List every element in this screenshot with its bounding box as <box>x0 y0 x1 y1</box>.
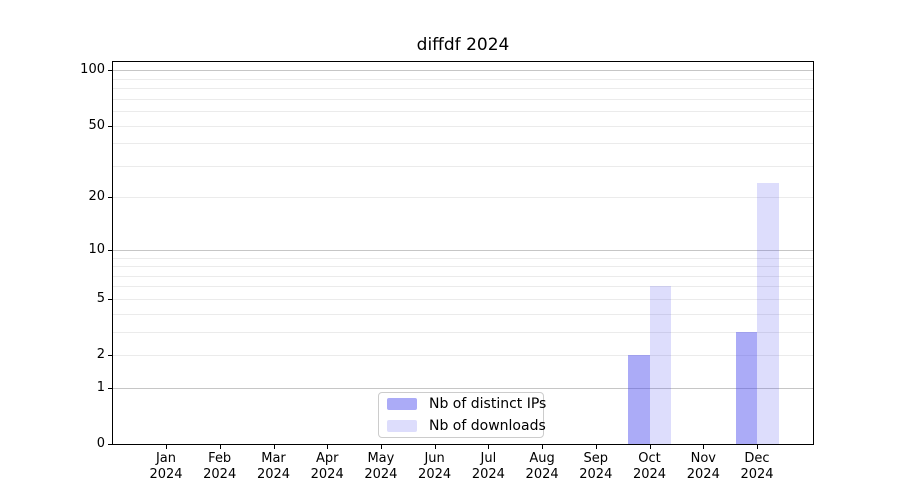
gridline-minor <box>113 125 813 127</box>
gridline-minor <box>113 111 813 112</box>
legend-row-downloads: Nb of downloads <box>387 418 546 434</box>
x-tick <box>219 445 221 449</box>
x-tick-label: Oct 2024 <box>632 451 667 482</box>
gridline-minor <box>113 257 813 259</box>
x-tick <box>166 445 167 449</box>
bar-downloads <box>757 183 779 444</box>
x-tick <box>380 445 382 449</box>
x-tick <box>542 445 544 449</box>
gridline-minor <box>113 355 813 356</box>
x-tick-label: Jan 2024 <box>149 451 183 482</box>
y-tick <box>108 249 113 251</box>
gridline-minor <box>113 143 813 145</box>
bar-distinct-ips <box>735 331 757 444</box>
x-tick-label: Feb 2024 <box>203 451 237 482</box>
x-tick-label: Nov 2024 <box>686 451 720 482</box>
gridline-minor <box>113 331 813 333</box>
x-tick-label: Jun 2024 <box>418 451 452 482</box>
gridline-minor <box>113 197 813 199</box>
x-tick-label: Dec 2024 <box>740 451 774 482</box>
y-tick <box>108 125 113 127</box>
gridline-minor <box>113 78 813 80</box>
legend-label-downloads: Nb of downloads <box>429 418 546 434</box>
gridline-minor <box>113 298 813 300</box>
gridline-minor <box>113 98 813 100</box>
y-tick-label: 10 <box>88 241 105 257</box>
gridline-major <box>113 249 813 251</box>
x-tick <box>488 445 490 449</box>
gridline-major <box>113 70 813 72</box>
x-tick <box>327 445 329 449</box>
gridline-major <box>113 387 813 389</box>
x-tick-label: Jul 2024 <box>471 451 505 482</box>
y-tick <box>108 444 113 445</box>
legend-swatch-downloads <box>387 420 417 432</box>
y-tick <box>108 355 113 356</box>
y-tick-label: 5 <box>96 290 105 306</box>
x-tick-label: Mar 2024 <box>256 451 291 482</box>
x-tick <box>703 445 705 449</box>
gridline-minor <box>113 313 813 315</box>
legend-label-distinct-ips: Nb of distinct IPs <box>429 396 547 412</box>
plot-area <box>113 61 813 444</box>
x-tick <box>757 445 758 449</box>
bar-downloads <box>649 286 671 444</box>
x-tick-label: May 2024 <box>364 451 398 482</box>
gridline-minor <box>113 286 813 288</box>
x-tick-label: Aug 2024 <box>525 451 559 482</box>
y-tick <box>108 70 113 72</box>
x-tick-label: Apr 2024 <box>310 451 344 482</box>
legend-row-distinct-ips: Nb of distinct IPs <box>387 396 547 412</box>
y-tick <box>108 387 113 389</box>
x-tick <box>434 445 436 449</box>
gridline-minor <box>113 266 813 267</box>
y-tick-label: 2 <box>96 347 105 362</box>
x-tick <box>273 445 275 449</box>
y-tick-label: 0 <box>96 436 105 451</box>
y-tick-label: 50 <box>88 117 105 133</box>
bottom-spine <box>112 444 814 445</box>
gridline-minor <box>113 275 813 277</box>
x-tick <box>595 445 597 449</box>
chart-title: diffdf 2024 <box>416 35 510 55</box>
legend-swatch-distinct-ips <box>387 398 417 410</box>
y-tick <box>108 197 113 199</box>
top-spine <box>112 61 814 62</box>
y-tick-label: 1 <box>96 379 105 395</box>
legend: Nb of distinct IPs Nb of downloads <box>378 392 547 438</box>
bar-distinct-ips <box>628 355 650 444</box>
y-tick <box>108 298 113 300</box>
gridline-minor <box>113 88 813 89</box>
right-spine <box>813 61 814 445</box>
y-tick-label: 100 <box>80 62 105 78</box>
gridline-minor <box>113 165 813 167</box>
left-spine <box>112 61 113 445</box>
x-tick-label: Sep 2024 <box>579 451 613 482</box>
x-tick <box>649 445 651 449</box>
y-tick-label: 20 <box>88 189 105 205</box>
